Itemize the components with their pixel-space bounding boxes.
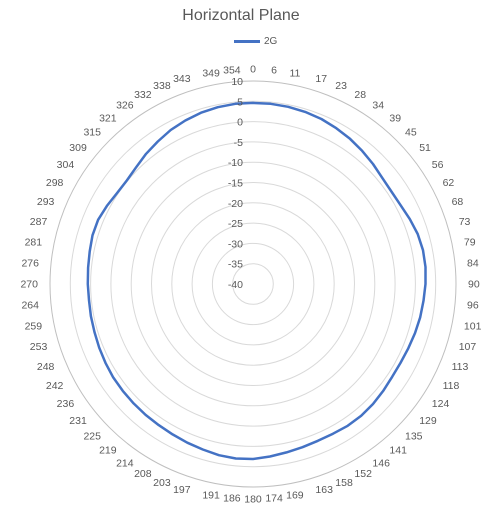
angle-tick-label: 298 [46,177,64,189]
angle-tick-label: 84 [467,257,479,269]
radial-tick-label: -25 [228,218,243,230]
angle-tick-label: 129 [419,415,437,427]
legend: 2G [234,36,277,47]
angle-tick-label: 56 [432,159,444,171]
angle-tick-label: 17 [315,73,327,85]
angle-tick-label: 270 [20,279,38,291]
radial-tick-label: 10 [231,76,243,88]
angle-tick-label: 248 [37,361,55,373]
angle-tick-label: 264 [21,300,39,312]
angle-tick-label: 276 [21,257,39,269]
angle-tick-label: 309 [69,142,87,154]
angle-tick-label: 62 [443,177,455,189]
grid-ring [232,263,274,305]
radial-tick-label: -35 [228,259,243,271]
angle-tick-label: 332 [134,89,152,101]
angle-tick-label: 96 [467,300,479,312]
angle-tick-label: 34 [372,100,384,112]
grid-ring [130,161,376,407]
series-line [86,101,427,461]
radial-label-layer: 10 5 0 -5 -10 -15 -20 -25 -30 -35 -40 [228,76,243,291]
angle-tick-label: 23 [335,80,347,92]
angle-tick-label: 45 [405,127,417,139]
angle-tick-label: 259 [25,320,43,332]
angle-tick-label: 236 [57,398,75,410]
radial-tick-label: 5 [237,96,243,108]
angle-tick-label: 146 [372,457,390,469]
radial-tick-label: 0 [237,117,243,129]
angle-tick-label: 141 [389,445,407,457]
angle-tick-label: 163 [315,484,333,496]
angle-tick-label: 343 [173,73,191,85]
angle-tick-label: 287 [30,216,48,228]
angle-tick-label: 113 [452,361,469,373]
radial-tick-label: -40 [228,279,243,291]
radial-tick-label: -5 [234,137,243,149]
angle-tick-label: 68 [452,196,464,208]
angle-tick-label: 242 [46,380,64,392]
grid-ring [211,242,295,326]
grid-ring [171,202,335,366]
angle-tick-label: 253 [30,341,48,353]
angle-tick-label: 197 [173,484,191,496]
grid-ring [49,80,457,488]
angle-tick-label: 203 [153,477,171,489]
angle-tick-label: 101 [464,320,482,332]
angle-tick-label: 180 [244,494,262,506]
angle-tick-label: 186 [223,493,241,505]
radial-tick-label: -15 [228,178,243,190]
angle-tick-label: 169 [286,489,304,501]
angle-tick-label: 349 [202,68,220,80]
angle-tick-label: 214 [116,457,134,469]
angle-tick-label: 321 [99,112,117,124]
angle-tick-label: 231 [69,415,87,427]
angle-tick-label: 39 [389,112,401,124]
grid-ring [151,182,355,386]
angle-tick-label: 11 [289,68,300,80]
angle-tick-label: 191 [202,489,220,501]
angle-tick-label: 79 [464,237,476,249]
angle-tick-label: 6 [271,65,277,77]
angle-tick-label: 293 [37,196,55,208]
grid-ring [90,121,416,447]
angle-tick-label: 90 [468,279,480,291]
radial-tick-label: -10 [228,157,243,169]
angle-tick-label: 28 [354,89,366,101]
grid-ring [110,141,396,427]
angle-tick-label: 158 [335,477,353,489]
grid-ring [191,222,315,346]
series-layer [86,101,427,461]
angle-tick-label: 51 [419,142,431,154]
angle-tick-label: 281 [25,237,43,249]
angle-tick-label: 0 [250,64,256,76]
angle-tick-label: 315 [83,127,101,139]
radial-tick-label: -20 [228,198,243,210]
angle-tick-label: 152 [354,468,372,480]
grid-layer [49,80,457,488]
angle-tick-label: 107 [459,341,477,353]
radial-tick-label: -30 [228,238,243,250]
angle-tick-label: 208 [134,468,152,480]
legend-label: 2G [264,36,278,47]
angle-tick-label: 354 [223,65,241,77]
angle-tick-label: 326 [116,100,134,112]
angle-tick-label: 225 [83,431,101,443]
angle-tick-label: 124 [432,398,450,410]
angle-tick-label: 219 [99,445,117,457]
legend-swatch [234,40,260,43]
angle-tick-label: 135 [405,431,423,443]
angle-tick-label: 118 [443,380,460,392]
chart-title: Horizontal Plane [182,7,300,24]
angle-tick-label: 304 [57,159,75,171]
grid-ring [69,100,437,468]
angle-tick-label: 174 [265,493,283,505]
angle-tick-label: 338 [153,80,171,92]
angle-tick-label: 73 [459,216,471,228]
